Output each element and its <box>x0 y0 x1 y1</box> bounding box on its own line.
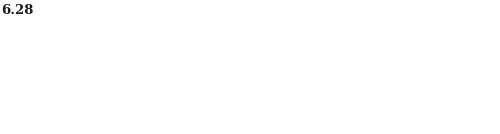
Text: 6.28: 6.28 <box>1 4 34 17</box>
